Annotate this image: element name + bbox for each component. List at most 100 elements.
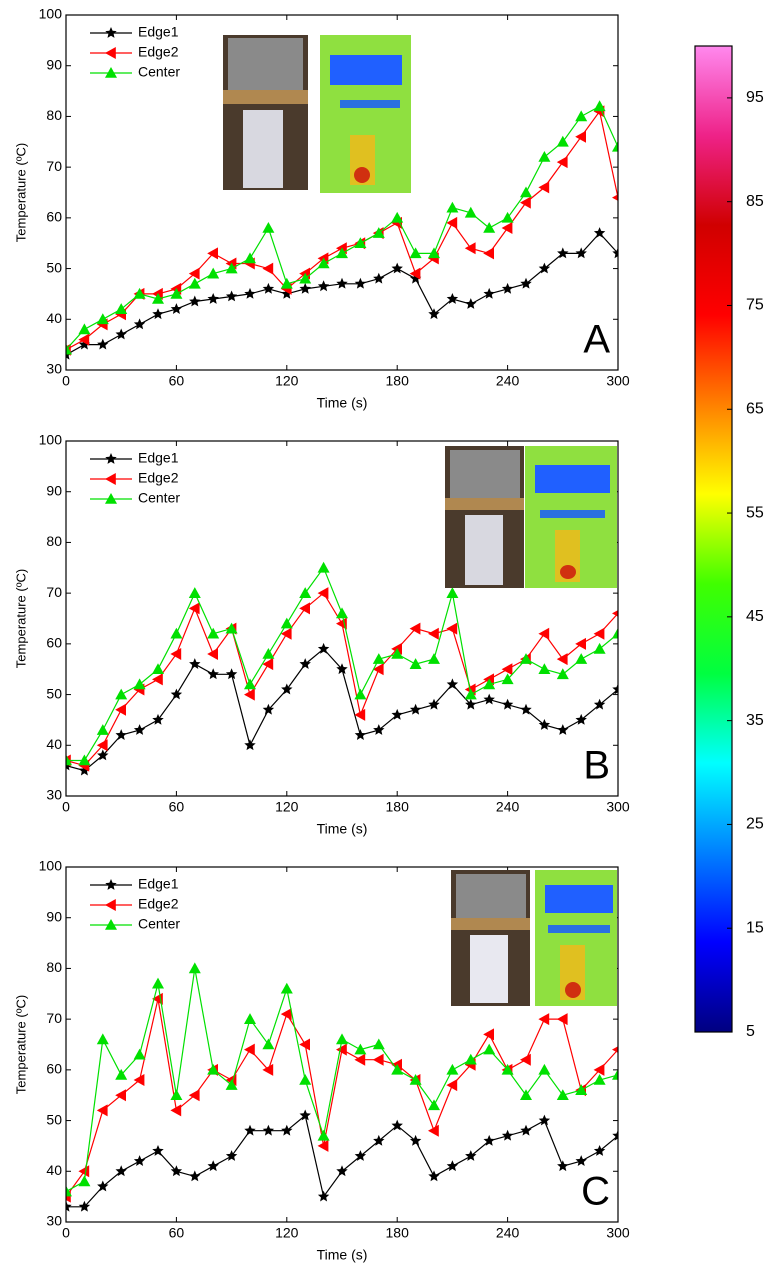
- data-point: [225, 262, 238, 274]
- data-point: [538, 1114, 551, 1126]
- data-point: [575, 110, 588, 122]
- data-point: [446, 216, 458, 229]
- x-tick-label: 180: [386, 1225, 410, 1241]
- data-point: [556, 1089, 569, 1101]
- data-point: [354, 1043, 367, 1055]
- data-point: [464, 688, 477, 700]
- data-point: [483, 247, 494, 260]
- data-point: [244, 252, 256, 264]
- data-point: [520, 703, 532, 715]
- line-panel: 30 40 50 60 70 80 90 100 0 60 120 180 240 300 Time (s)…: [13, 858, 629, 1263]
- data-point: [244, 688, 255, 701]
- x-axis-label: Time (s): [317, 821, 368, 837]
- data-point: [97, 1180, 109, 1192]
- data-point: [336, 247, 348, 259]
- data-point: [299, 272, 312, 284]
- data-point: [501, 282, 514, 294]
- data-point: [299, 282, 311, 294]
- data-point: [188, 267, 200, 280]
- data-point: [409, 1134, 422, 1146]
- data-point: [391, 1063, 404, 1075]
- data-point: [97, 338, 109, 350]
- thermal-inset: [320, 35, 411, 193]
- data-point: [575, 130, 586, 143]
- data-point: [78, 338, 91, 350]
- x-tick-label: 240: [496, 373, 520, 389]
- data-point: [133, 678, 146, 690]
- data-point: [446, 678, 459, 690]
- data-point: [317, 280, 330, 292]
- data-point: [501, 663, 513, 676]
- data-point: [244, 1124, 256, 1136]
- data-point: [336, 1033, 348, 1045]
- data-point: [612, 194, 618, 201]
- data-point: [593, 1063, 605, 1076]
- data-point: [262, 282, 275, 294]
- x-tick-label: 60: [169, 1225, 185, 1241]
- data-point: [189, 295, 201, 307]
- data-point: [299, 1074, 312, 1085]
- plot-frame: [65, 440, 619, 797]
- data-point: [501, 1129, 514, 1141]
- data-point: [207, 668, 219, 680]
- data-point: [262, 703, 275, 715]
- data-point: [612, 1129, 618, 1141]
- data-point: [409, 1074, 422, 1085]
- data-point: [115, 1089, 126, 1102]
- legend-label: Center: [138, 916, 180, 932]
- y-tick-label: 40: [46, 736, 62, 752]
- data-point: [207, 267, 220, 279]
- y-tick-label: 30: [46, 1213, 62, 1229]
- series-group: [66, 561, 618, 776]
- legend-marker: [105, 67, 117, 78]
- x-tick-label: 120: [275, 1225, 299, 1241]
- y-tick-label: 30: [46, 361, 62, 377]
- x-tick-label: 0: [62, 1225, 70, 1241]
- legend-marker: [105, 27, 117, 38]
- data-point: [612, 140, 618, 152]
- data-point: [612, 610, 618, 617]
- data-point: [225, 1150, 238, 1161]
- data-point: [170, 1104, 182, 1117]
- data-point: [170, 1089, 183, 1101]
- data-point: [428, 1124, 439, 1137]
- data-point: [391, 211, 404, 223]
- data-point: [96, 313, 109, 325]
- data-point: [336, 277, 348, 289]
- x-tick-label: 180: [386, 373, 410, 389]
- data-point: [97, 749, 109, 761]
- data-point: [317, 1139, 329, 1152]
- data-point: [464, 206, 477, 218]
- data-point: [612, 247, 618, 259]
- photo-inset: [451, 870, 530, 1006]
- line-panel: 30 40 50 60 70 80 90 100 0 60 120 180 240 300 Time (s)…: [13, 432, 629, 837]
- data-point: [428, 653, 440, 664]
- data-point: [428, 308, 440, 320]
- data-point: [170, 648, 182, 660]
- data-point: [96, 1104, 108, 1117]
- data-point: [115, 303, 128, 314]
- x-tick-label: 300: [606, 1225, 630, 1241]
- data-point: [538, 151, 551, 162]
- data-point: [354, 237, 367, 249]
- legend-label: Edge2: [138, 44, 179, 60]
- y-tick-label: 80: [46, 533, 62, 549]
- data-point: [538, 1013, 550, 1026]
- data-point: [170, 303, 183, 314]
- data-point: [520, 277, 532, 289]
- thermal-inset: [525, 446, 617, 588]
- data-point: [593, 100, 606, 112]
- legend-label: Edge1: [138, 24, 179, 40]
- y-tick-label: 40: [46, 1162, 62, 1178]
- y-tick-label: 90: [46, 908, 62, 924]
- data-point: [465, 698, 477, 710]
- x-tick-label: 0: [62, 799, 70, 815]
- data-point: [66, 343, 72, 355]
- data-point: [188, 1089, 200, 1102]
- data-point: [152, 308, 164, 320]
- y-tick-label: 90: [46, 482, 62, 498]
- data-point: [409, 622, 421, 635]
- y-axis-label: Temperature (ºC): [13, 569, 28, 668]
- data-point: [556, 135, 569, 147]
- data-point: [336, 607, 348, 619]
